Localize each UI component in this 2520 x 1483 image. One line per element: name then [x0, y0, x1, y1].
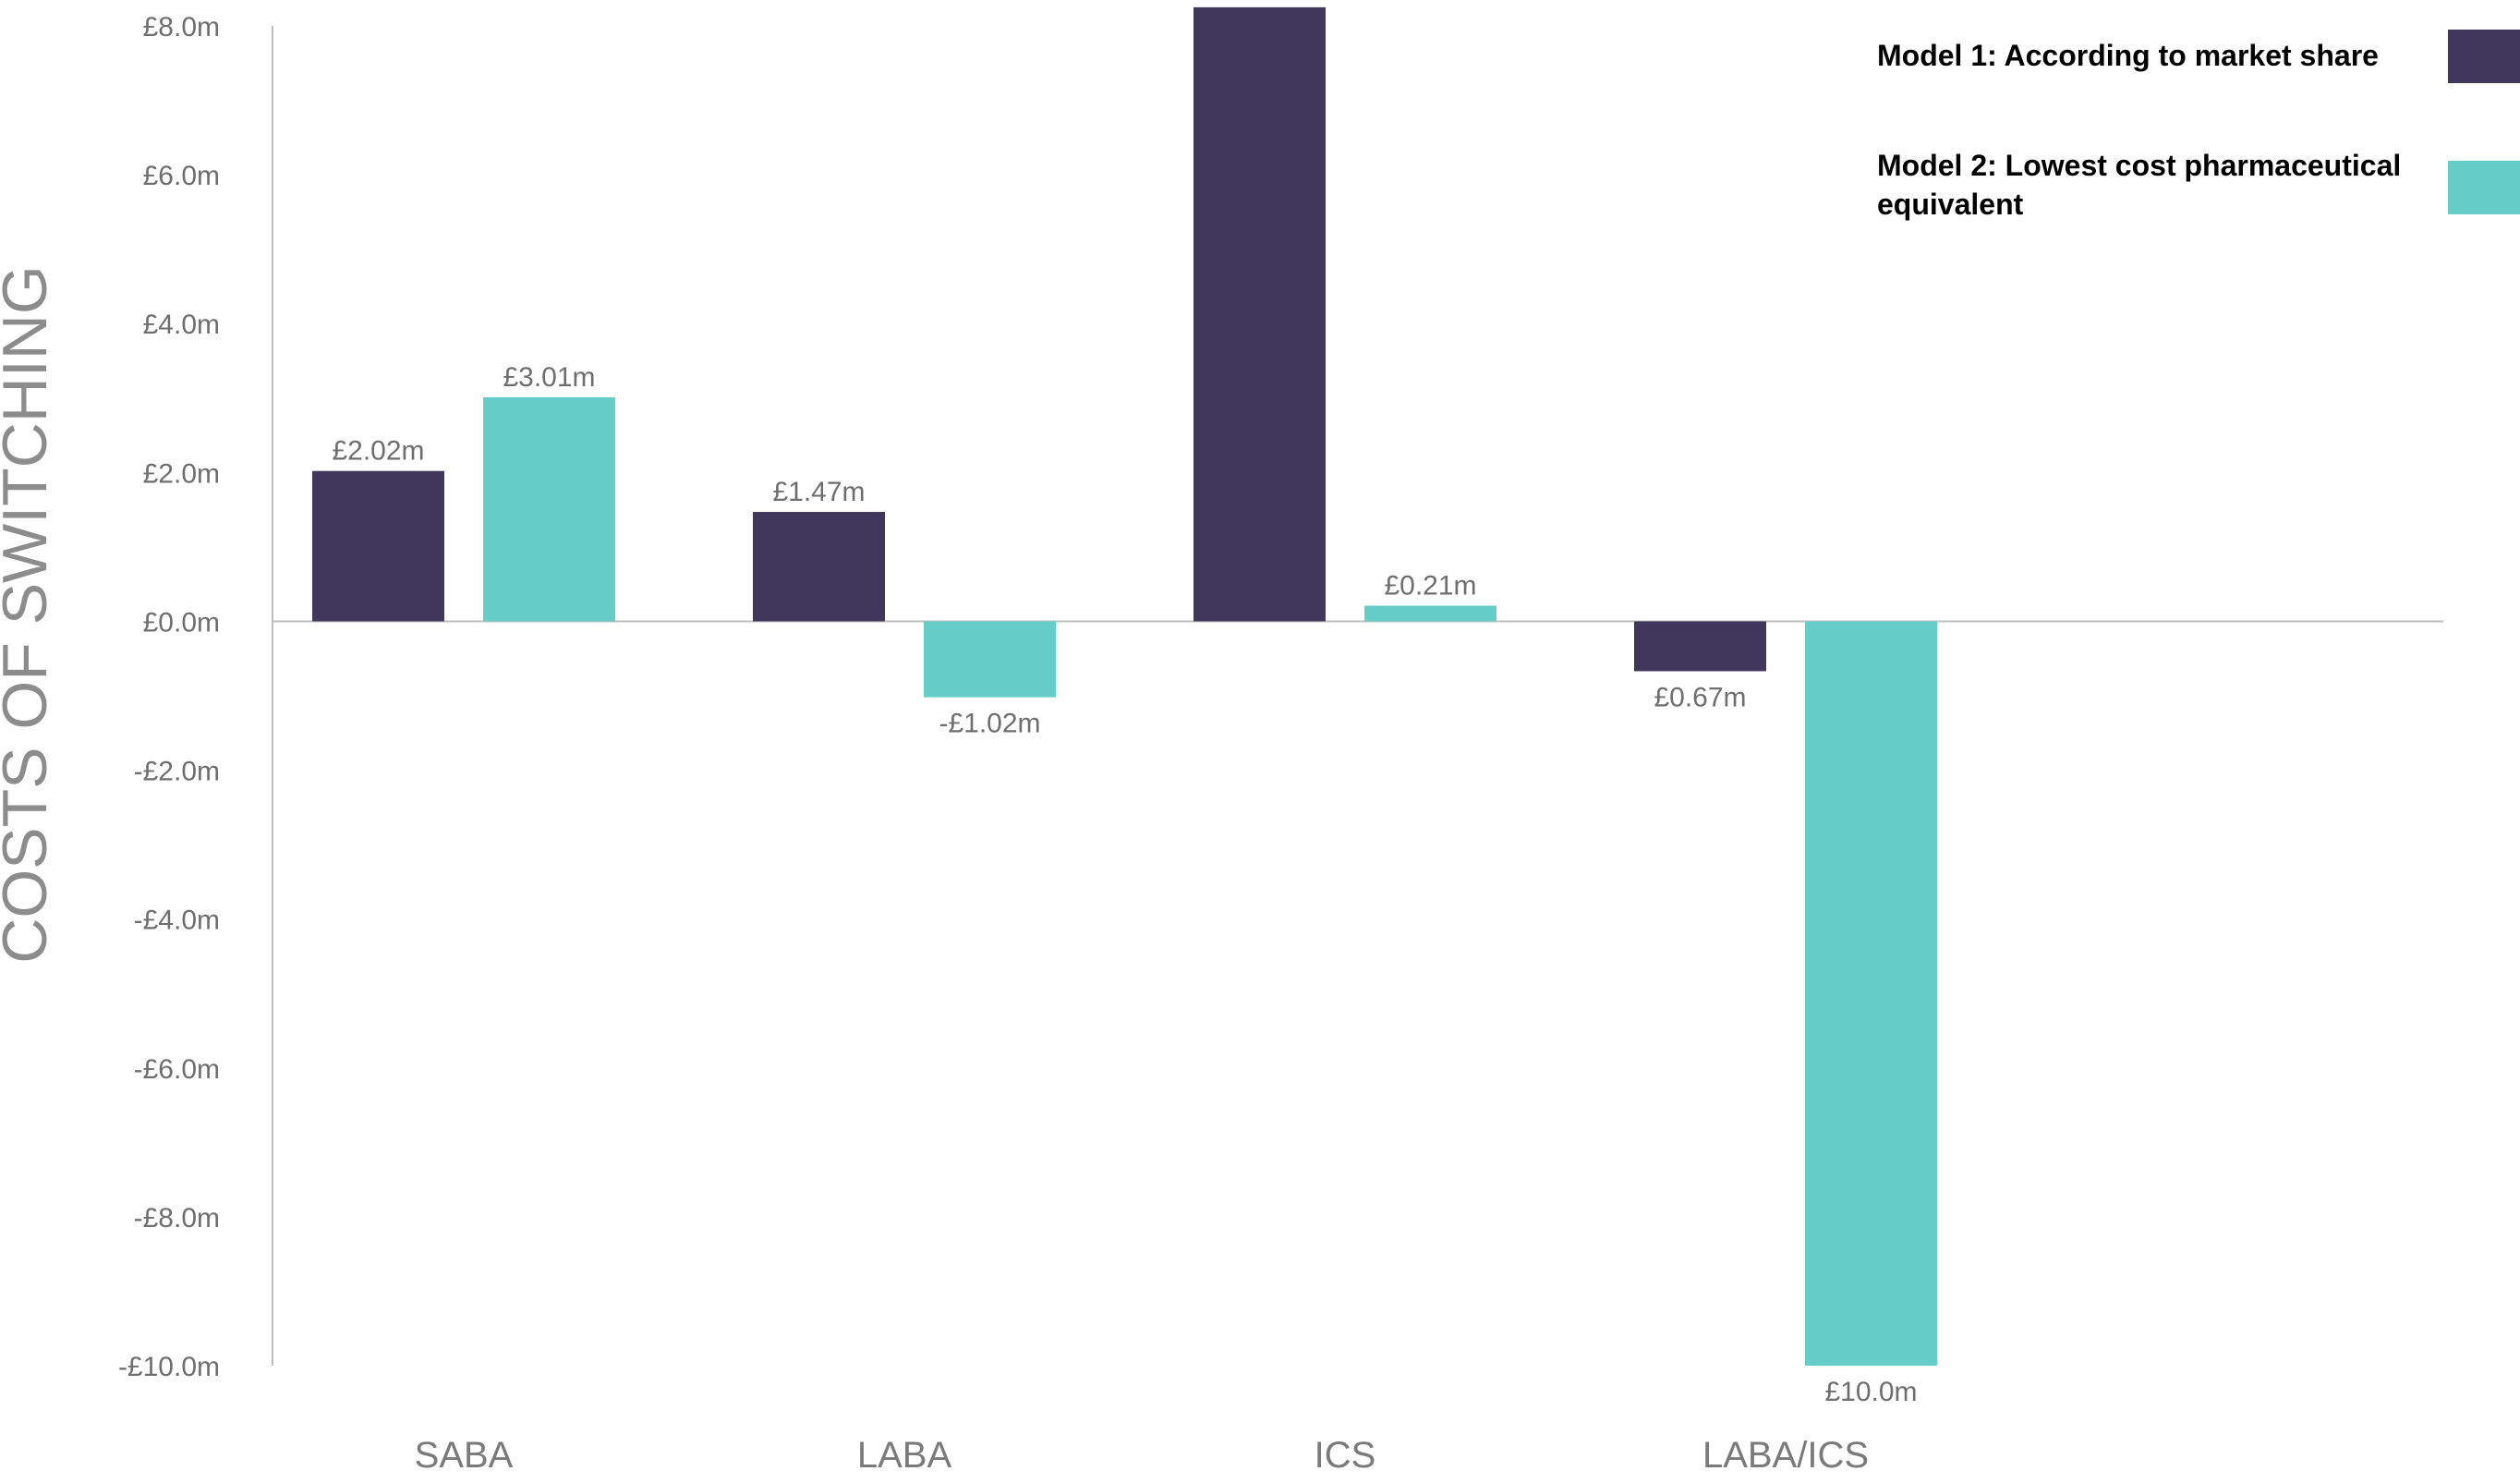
labels-layer: £2.02m £3.01m SABA £1.47m -£1.02m LABA £8.25m £…	[332, 0, 1917, 1476]
y-tick-label: £4.0m	[143, 310, 220, 340]
bars-layer	[312, 6, 1937, 1366]
legend-swatch-series-2	[2448, 161, 2520, 214]
y-tick-label: -£2.0m	[134, 757, 220, 787]
bar-laba-series-2	[924, 621, 1056, 698]
data-label: £10.0m	[1824, 1377, 1917, 1407]
data-label: £1.47m	[772, 477, 865, 507]
category-label: SABA	[415, 1435, 514, 1476]
bar-laba-ics-series-1	[1634, 621, 1766, 672]
data-label: £8.25m	[1213, 0, 1305, 3]
y-tick-label: £0.0m	[143, 607, 220, 638]
legend-swatch-series-1	[2448, 30, 2520, 83]
y-axis-title: COSTS OF SWITCHING	[0, 265, 60, 964]
bar-laba-series-1	[753, 512, 885, 622]
legend: Model 1: According to market share Model …	[1877, 30, 2520, 221]
y-tick-label: -£8.0m	[134, 1203, 220, 1234]
data-label: £3.01m	[503, 362, 595, 393]
axes-layer: £8.0m £6.0m £4.0m £2.0m £0.0m -£2.0m -£4.0m -£6…	[0, 12, 2443, 1382]
bar-laba-ics-series-2	[1805, 621, 1937, 1366]
data-label: £0.67m	[1654, 682, 1746, 712]
category-label: LABA	[857, 1435, 952, 1476]
bar-ics-series-2	[1364, 605, 1496, 622]
legend-label-series-1: Model 1: According to market share	[1877, 39, 2379, 72]
category-label: ICS	[1315, 1435, 1376, 1476]
data-label: -£1.02m	[939, 709, 1040, 739]
bar-ics-series-1	[1193, 6, 1326, 622]
y-tick-label: £6.0m	[143, 161, 220, 191]
bar-saba-series-1	[312, 470, 444, 622]
y-tick-label: £8.0m	[143, 12, 220, 43]
y-tick-label: -£4.0m	[134, 906, 220, 936]
data-label: £0.21m	[1384, 571, 1476, 602]
y-tick-label: -£6.0m	[134, 1054, 220, 1085]
legend-label-series-2: Model 2: Lowest cost pharmaceutical equiv…	[1877, 149, 2401, 221]
y-tick-label: -£10.0m	[118, 1352, 220, 1382]
bar-saba-series-2	[483, 396, 615, 622]
category-label: LABA/ICS	[1702, 1435, 1869, 1476]
y-tick-label: £2.0m	[143, 458, 220, 489]
data-label: £2.02m	[332, 436, 424, 467]
